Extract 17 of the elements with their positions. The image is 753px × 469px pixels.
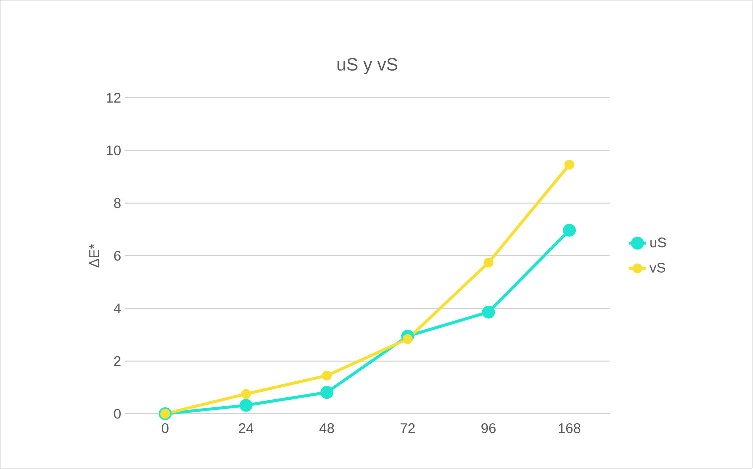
x-tick-label: 0 xyxy=(162,423,169,434)
x-tick-label: 48 xyxy=(320,423,334,434)
x-tick-label: 96 xyxy=(482,423,496,434)
legend-label: vS xyxy=(650,262,666,273)
y-axis-title: ΔE* xyxy=(90,244,100,268)
chart-title: uS y vS xyxy=(338,58,398,74)
y-tick-label: 6 xyxy=(114,251,121,261)
y-tick-label: 8 xyxy=(114,198,121,208)
x-tick-label: 72 xyxy=(400,423,415,434)
legend-label: uS xyxy=(650,238,666,248)
x-tick-label: 168 xyxy=(559,423,581,434)
y-tick-label: 0 xyxy=(114,409,121,419)
y-tick-label: 4 xyxy=(114,304,122,314)
y-tick-label: 10 xyxy=(107,146,121,156)
y-tick-label: 2 xyxy=(114,356,121,366)
y-tick-label: 12 xyxy=(107,93,121,103)
x-tick-label: 24 xyxy=(239,423,254,434)
